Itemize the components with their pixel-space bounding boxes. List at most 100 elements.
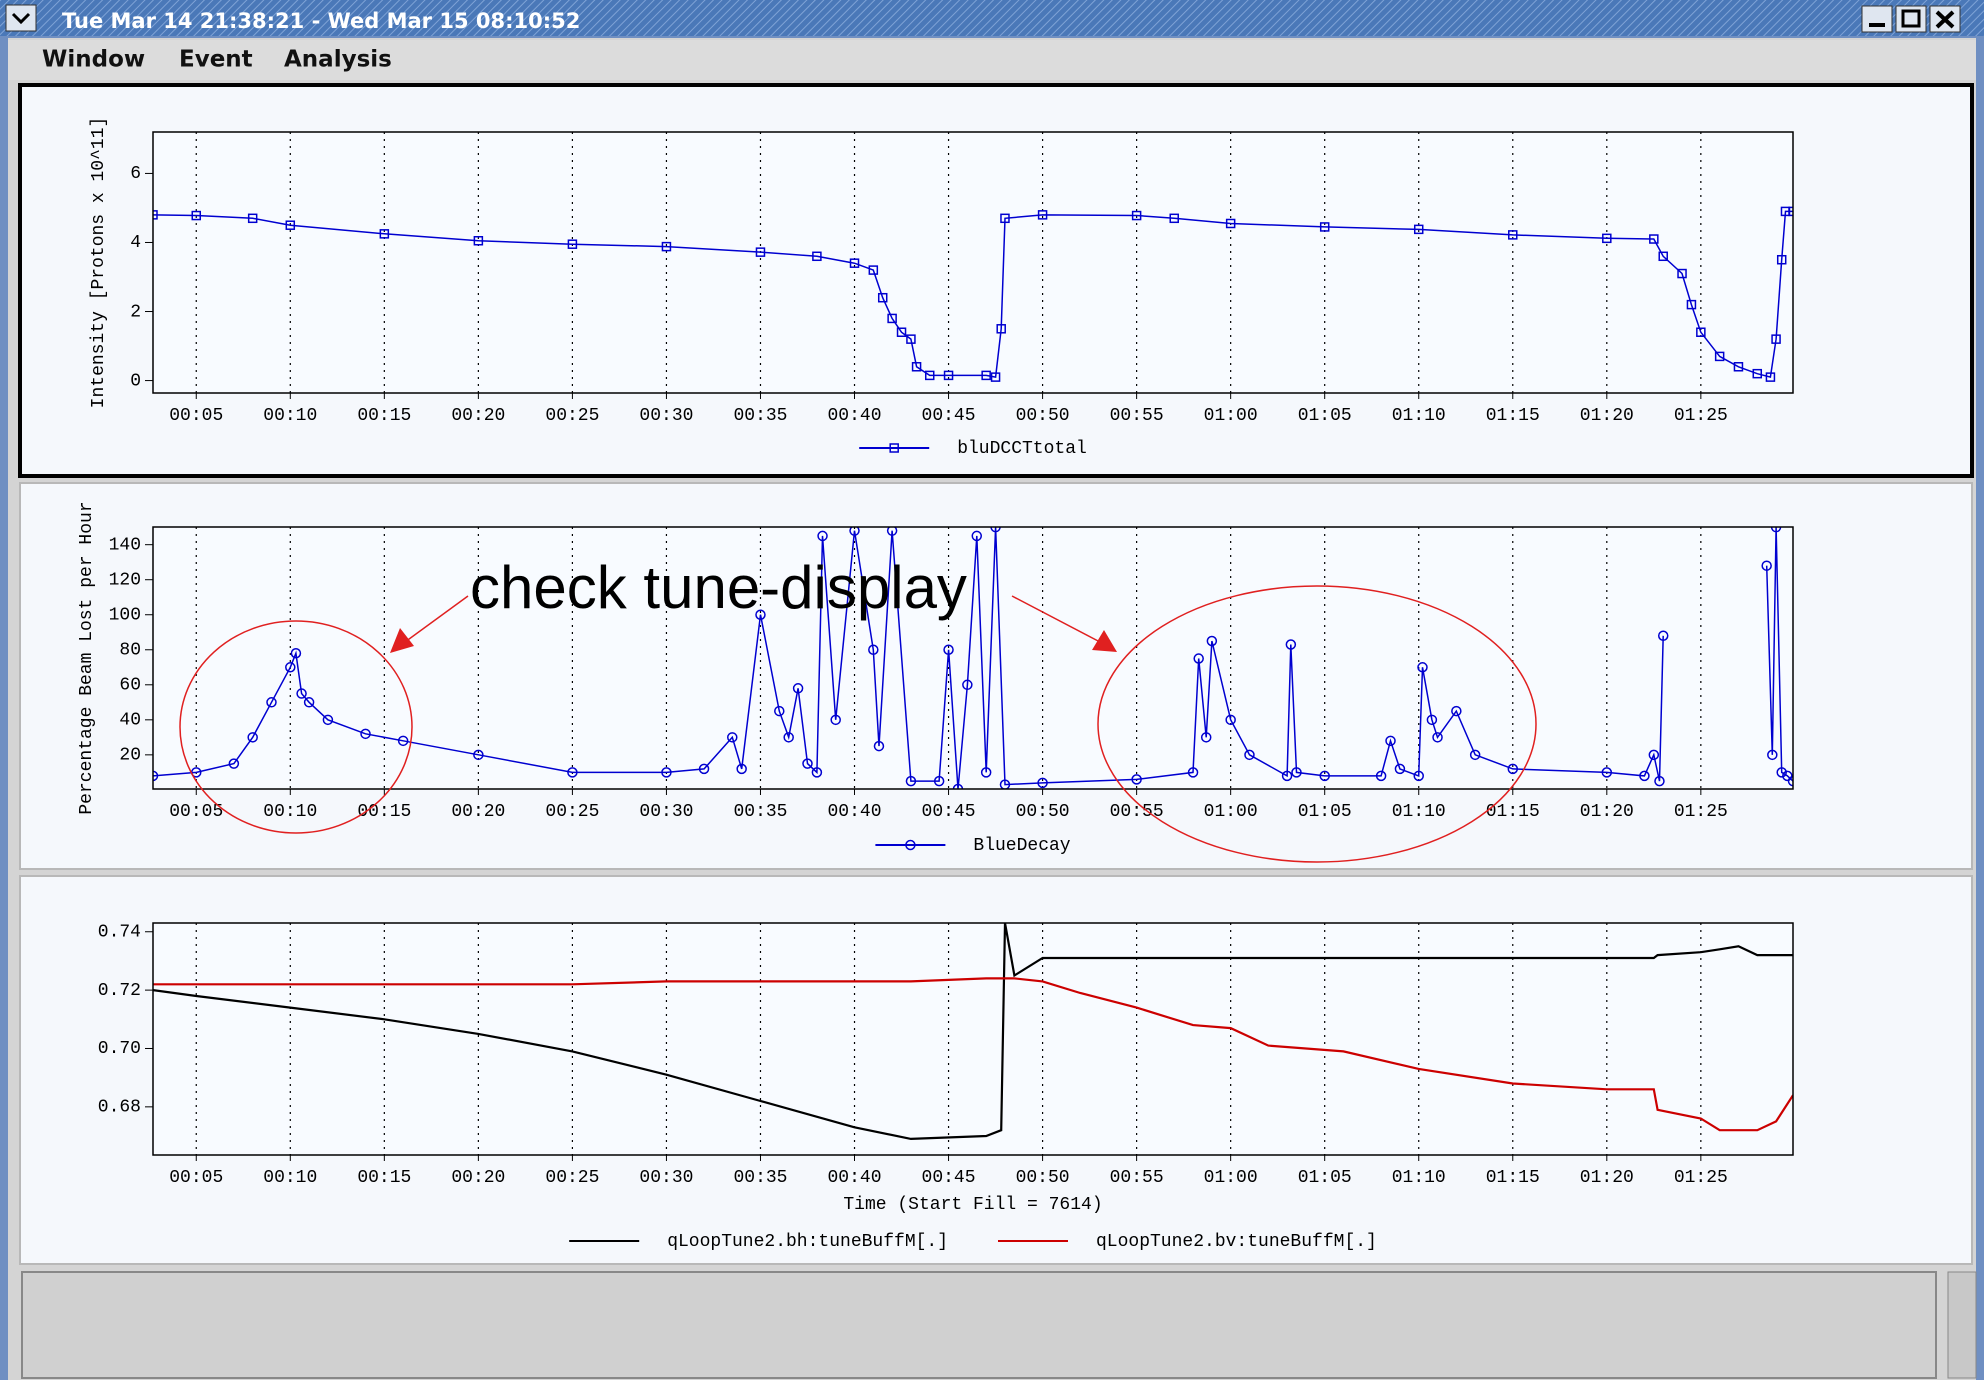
series-line bbox=[153, 923, 1793, 1141]
data-point bbox=[153, 770, 159, 782]
data-point bbox=[1761, 560, 1772, 571]
y-tick-label: 6 bbox=[130, 164, 141, 184]
data-point bbox=[1776, 254, 1787, 265]
data-point bbox=[1657, 630, 1669, 642]
x-tick-label: 00:30 bbox=[639, 802, 693, 822]
legend-label: qLoopTune2.bh:tuneBuffM[.] bbox=[667, 1232, 948, 1252]
data-point bbox=[943, 370, 954, 381]
data-point bbox=[379, 229, 390, 239]
data-point bbox=[1639, 770, 1650, 782]
menu-item[interactable]: Event bbox=[179, 47, 253, 73]
data-point bbox=[933, 775, 945, 787]
data-point bbox=[980, 767, 992, 778]
data-point bbox=[981, 370, 991, 381]
y-tick-label: 0.72 bbox=[98, 981, 141, 1001]
data-point bbox=[1654, 775, 1665, 787]
data-point bbox=[1451, 705, 1462, 717]
data-point bbox=[1169, 213, 1179, 224]
data-point bbox=[755, 247, 766, 257]
annotation-shapes bbox=[179, 585, 1537, 863]
data-point bbox=[1000, 213, 1010, 224]
x-tick-label: 01:15 bbox=[1486, 802, 1540, 822]
x-tick-label: 00:30 bbox=[639, 406, 693, 426]
data-point bbox=[1601, 767, 1613, 778]
data-point bbox=[397, 735, 409, 747]
data-point bbox=[1131, 210, 1142, 221]
data-point bbox=[1648, 749, 1660, 761]
x-tick-label: 00:05 bbox=[169, 1168, 223, 1188]
data-point bbox=[1469, 749, 1481, 761]
plot-marks bbox=[153, 923, 1793, 1141]
data-point bbox=[153, 210, 158, 220]
data-point bbox=[873, 740, 885, 752]
arrow-line bbox=[404, 595, 469, 643]
data-point bbox=[1765, 372, 1776, 382]
data-point bbox=[1225, 218, 1236, 229]
arrow-line bbox=[1011, 595, 1101, 643]
minimize-button[interactable] bbox=[1861, 5, 1893, 33]
data-point bbox=[877, 292, 888, 303]
x-tick-label: 00:05 bbox=[169, 406, 223, 426]
data-point bbox=[1658, 251, 1668, 262]
window-menu-button[interactable] bbox=[5, 4, 37, 32]
x-tick-label: 00:40 bbox=[828, 802, 882, 822]
data-point bbox=[911, 362, 922, 372]
x-tick-label: 01:05 bbox=[1298, 1168, 1352, 1188]
data-point bbox=[1225, 714, 1236, 726]
data-point bbox=[290, 648, 302, 659]
x-tick-label: 00:10 bbox=[263, 1168, 317, 1188]
data-point bbox=[322, 714, 334, 726]
y-tick-label: 140 bbox=[109, 535, 141, 555]
data-point bbox=[1413, 770, 1424, 782]
menu-item[interactable]: Analysis bbox=[284, 47, 392, 73]
data-point bbox=[228, 758, 240, 769]
x-tick-label: 01:25 bbox=[1674, 1168, 1728, 1188]
data-point bbox=[247, 213, 258, 224]
data-point bbox=[303, 697, 315, 708]
highlight-ellipse bbox=[1097, 585, 1537, 863]
data-point bbox=[247, 732, 258, 743]
x-tick-label: 00:15 bbox=[357, 802, 411, 822]
data-point bbox=[1508, 230, 1518, 240]
x-tick-label: 00:10 bbox=[263, 406, 317, 426]
x-tick-label: 00:35 bbox=[733, 1168, 787, 1188]
y-tick-label: 20 bbox=[119, 746, 141, 766]
data-point bbox=[1417, 662, 1428, 673]
y-tick-label: 0.70 bbox=[98, 1039, 141, 1059]
data-point bbox=[473, 749, 484, 761]
charts: 00:05 00:10 00:15 00:20 00:25 00:30 00:35 00:40… bbox=[77, 117, 1794, 1252]
data-point bbox=[830, 714, 841, 726]
data-point bbox=[812, 251, 822, 262]
scrollbar[interactable] bbox=[1947, 1271, 1977, 1379]
data-point bbox=[905, 775, 917, 787]
x-tick-label: 00:15 bbox=[357, 406, 411, 426]
annotation-text: check tune-display bbox=[470, 554, 967, 621]
x-tick-label: 01:10 bbox=[1392, 1168, 1446, 1188]
data-point bbox=[727, 732, 738, 743]
data-point bbox=[774, 705, 785, 717]
data-point bbox=[817, 530, 828, 542]
chart: 00:05 00:10 00:15 00:20 00:25 00:30 00:35 00:40… bbox=[98, 922, 1794, 1252]
y-tick-label: 0.74 bbox=[98, 923, 141, 943]
close-icon bbox=[1935, 10, 1955, 29]
data-point bbox=[1193, 653, 1204, 664]
plot-marks bbox=[153, 206, 1793, 382]
legend-marker bbox=[889, 443, 899, 453]
x-tick-label: 00:15 bbox=[357, 1168, 411, 1188]
chart: 00:05 00:10 00:15 00:20 00:25 00:30 00:35 00:40… bbox=[77, 501, 1794, 856]
data-point bbox=[1187, 767, 1199, 778]
data-point bbox=[1432, 732, 1443, 743]
message-area[interactable] bbox=[21, 1271, 1937, 1379]
data-point bbox=[567, 239, 578, 249]
plot-frame bbox=[152, 131, 1794, 394]
menu-item[interactable]: Window bbox=[42, 47, 145, 73]
y-tick-label: 0 bbox=[130, 371, 141, 391]
data-point bbox=[1200, 732, 1212, 743]
data-point bbox=[999, 779, 1011, 789]
x-tick-label: 01:20 bbox=[1580, 406, 1634, 426]
legend-label: BlueDecay bbox=[973, 836, 1070, 856]
plot-frame bbox=[152, 526, 1794, 790]
data-point bbox=[567, 767, 578, 778]
maximize-icon bbox=[1901, 9, 1921, 28]
y-tick-label: 60 bbox=[119, 676, 141, 696]
